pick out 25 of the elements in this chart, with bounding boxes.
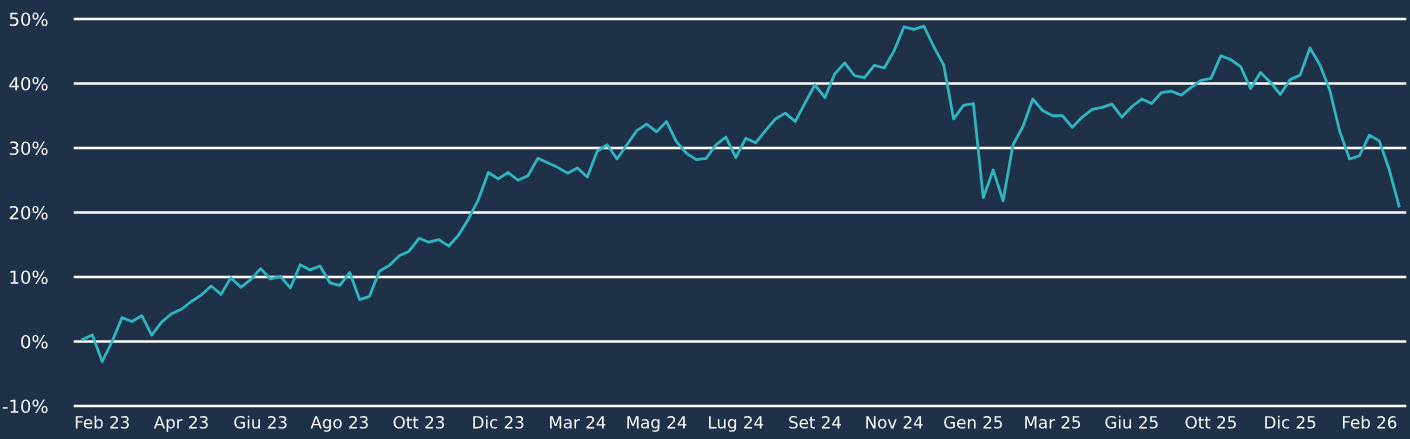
- x-tick-label: Mar 24: [550, 416, 606, 429]
- x-tick-label: Feb 26: [1342, 415, 1397, 429]
- x-tick-label: Mag 24: [627, 416, 687, 432]
- y-tick-label: -10%: [2, 399, 48, 414]
- x-tick-label: Set 24: [789, 416, 841, 429]
- y-tick-label: 20%: [9, 205, 48, 220]
- x-tick-label: Apr 23: [153, 416, 208, 432]
- x-tick-label: Giu 25: [1105, 415, 1158, 429]
- x-tick-label: Dic 23: [473, 415, 524, 429]
- x-tick-label: Dic 25: [1265, 415, 1316, 429]
- line-series: [81, 24, 1401, 363]
- x-tick-label: Mar 25: [1025, 416, 1081, 429]
- x-tick-label: Lug 24: [709, 416, 764, 432]
- y-tick-label: 10%: [10, 270, 48, 285]
- y-tick-label: 0%: [21, 334, 48, 349]
- y-tick-label: 50%: [9, 12, 48, 27]
- x-tick-label: Giu 23: [234, 415, 287, 429]
- y-tick-label: 30%: [9, 141, 48, 156]
- x-tick-label: Ott 25: [1185, 416, 1236, 429]
- x-tick-label: Nov 24: [866, 416, 923, 429]
- y-tick-label: 40%: [9, 76, 48, 91]
- x-tick-label: Ago 23: [310, 416, 368, 432]
- x-tick-label: Feb 23: [75, 415, 129, 429]
- x-tick-label: Gen 25: [944, 416, 1003, 429]
- x-tick-label: Ott 23: [393, 416, 445, 429]
